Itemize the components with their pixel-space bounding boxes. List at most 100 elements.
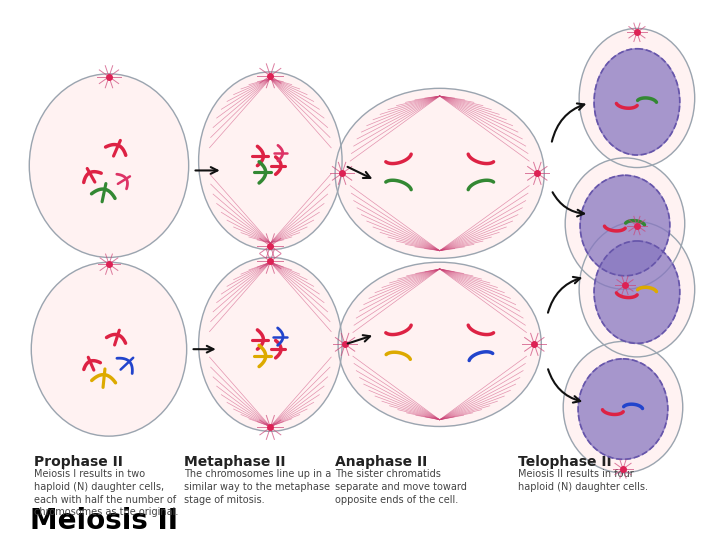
Ellipse shape — [204, 265, 336, 424]
Ellipse shape — [585, 179, 665, 268]
Ellipse shape — [566, 344, 680, 470]
Ellipse shape — [216, 278, 325, 410]
Ellipse shape — [52, 99, 166, 232]
Ellipse shape — [577, 357, 668, 457]
Ellipse shape — [580, 360, 666, 455]
Ellipse shape — [202, 261, 339, 428]
Ellipse shape — [342, 266, 537, 423]
Text: Anaphase II: Anaphase II — [335, 455, 427, 469]
Ellipse shape — [360, 109, 519, 238]
Ellipse shape — [572, 166, 678, 281]
Ellipse shape — [570, 163, 680, 284]
Ellipse shape — [590, 235, 683, 343]
Ellipse shape — [354, 275, 525, 413]
Ellipse shape — [47, 280, 171, 418]
Ellipse shape — [55, 103, 163, 228]
Ellipse shape — [371, 288, 509, 400]
Ellipse shape — [565, 158, 685, 289]
Ellipse shape — [42, 89, 176, 242]
Ellipse shape — [216, 93, 325, 228]
Ellipse shape — [593, 238, 681, 341]
Ellipse shape — [586, 37, 688, 159]
Ellipse shape — [36, 81, 182, 250]
Ellipse shape — [584, 34, 690, 162]
Ellipse shape — [582, 176, 668, 271]
Ellipse shape — [352, 102, 528, 245]
Text: Metaphase II: Metaphase II — [184, 455, 286, 469]
Ellipse shape — [369, 116, 510, 231]
Ellipse shape — [356, 105, 523, 241]
Ellipse shape — [213, 275, 328, 414]
Ellipse shape — [210, 86, 330, 235]
Ellipse shape — [53, 287, 165, 412]
Ellipse shape — [343, 95, 536, 252]
Ellipse shape — [590, 42, 683, 154]
Ellipse shape — [202, 76, 339, 246]
Ellipse shape — [568, 347, 678, 468]
Ellipse shape — [579, 221, 695, 357]
Ellipse shape — [366, 285, 513, 403]
Ellipse shape — [588, 39, 685, 157]
Ellipse shape — [582, 31, 693, 165]
Ellipse shape — [45, 92, 173, 239]
Ellipse shape — [32, 78, 186, 254]
Ellipse shape — [222, 285, 319, 403]
Ellipse shape — [204, 79, 336, 242]
Ellipse shape — [199, 258, 342, 431]
Ellipse shape — [346, 269, 534, 420]
Ellipse shape — [595, 241, 678, 338]
Ellipse shape — [593, 45, 681, 151]
Ellipse shape — [35, 266, 184, 433]
Ellipse shape — [580, 176, 670, 276]
Text: Meiosis II: Meiosis II — [30, 508, 178, 536]
Text: The chromosomes line up in a
similar way to the metaphase
stage of mitosis.: The chromosomes line up in a similar way… — [184, 469, 331, 504]
Ellipse shape — [582, 224, 693, 354]
Ellipse shape — [338, 262, 541, 427]
Ellipse shape — [364, 112, 515, 234]
Ellipse shape — [580, 174, 670, 274]
Ellipse shape — [570, 349, 675, 465]
Ellipse shape — [575, 355, 671, 460]
Ellipse shape — [362, 282, 517, 407]
Ellipse shape — [598, 51, 676, 145]
Ellipse shape — [588, 233, 685, 346]
Ellipse shape — [359, 279, 521, 410]
Ellipse shape — [598, 244, 676, 335]
Ellipse shape — [350, 272, 529, 417]
Ellipse shape — [31, 262, 186, 436]
Ellipse shape — [219, 97, 322, 225]
Ellipse shape — [339, 92, 540, 255]
Ellipse shape — [594, 241, 680, 343]
Text: Meiosis II results in four
haploid (N) daughter cells.: Meiosis II results in four haploid (N) d… — [518, 469, 648, 492]
Ellipse shape — [50, 283, 168, 415]
Text: Meiosis I results in two
haploid (N) daughter cells,
each with half the number o: Meiosis I results in two haploid (N) dau… — [34, 469, 178, 517]
Ellipse shape — [213, 90, 328, 232]
Ellipse shape — [582, 362, 664, 452]
Text: Telophase II: Telophase II — [518, 455, 611, 469]
Ellipse shape — [207, 83, 333, 239]
Ellipse shape — [594, 49, 680, 155]
Ellipse shape — [348, 98, 532, 248]
Ellipse shape — [567, 160, 683, 287]
Ellipse shape — [577, 171, 672, 276]
Ellipse shape — [563, 341, 683, 473]
Ellipse shape — [199, 72, 342, 249]
Ellipse shape — [207, 268, 333, 421]
Ellipse shape — [56, 290, 162, 408]
Text: The sister chromatids
separate and move toward
opposite ends of the cell.: The sister chromatids separate and move … — [335, 469, 467, 504]
Ellipse shape — [30, 74, 189, 258]
Ellipse shape — [586, 230, 688, 349]
Ellipse shape — [579, 29, 695, 167]
Ellipse shape — [37, 269, 181, 429]
Ellipse shape — [578, 359, 668, 460]
Text: Prophase II: Prophase II — [34, 455, 122, 469]
Ellipse shape — [595, 48, 678, 148]
Ellipse shape — [573, 352, 673, 462]
Ellipse shape — [335, 89, 544, 258]
Ellipse shape — [44, 276, 174, 422]
Ellipse shape — [48, 96, 169, 235]
Ellipse shape — [210, 271, 330, 417]
Ellipse shape — [39, 85, 179, 246]
Ellipse shape — [222, 100, 319, 221]
Ellipse shape — [40, 273, 177, 426]
